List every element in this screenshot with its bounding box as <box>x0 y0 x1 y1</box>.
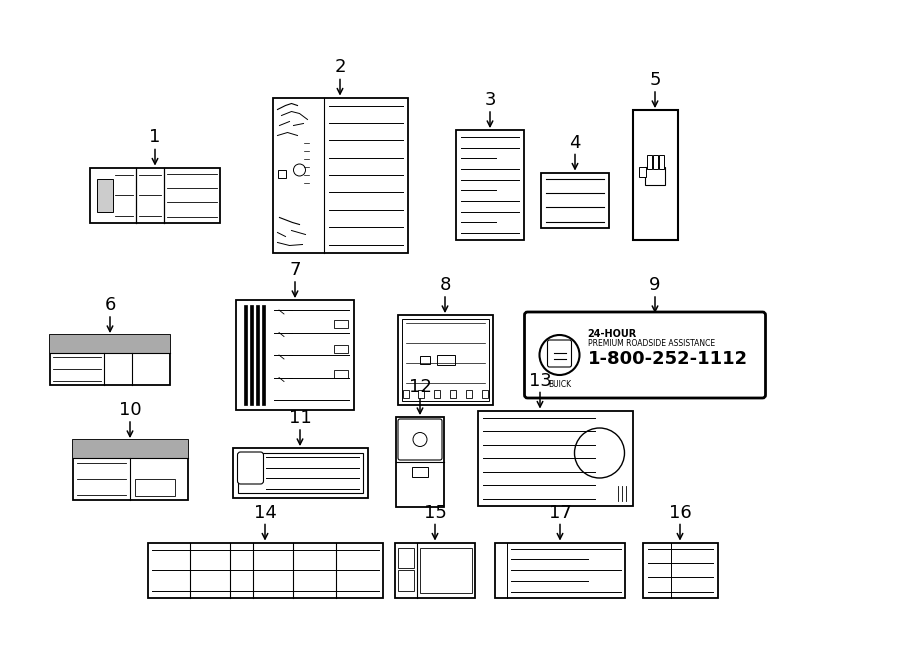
Bar <box>238 453 363 493</box>
Bar <box>495 543 625 598</box>
Bar <box>232 448 367 498</box>
Bar <box>73 440 187 458</box>
Text: PREMIUM ROADSIDE ASSISTANCE: PREMIUM ROADSIDE ASSISTANCE <box>588 339 715 348</box>
FancyBboxPatch shape <box>547 340 572 367</box>
Bar <box>412 467 428 477</box>
Bar <box>456 130 524 240</box>
Text: 11: 11 <box>289 409 311 427</box>
Text: 7: 7 <box>289 261 301 279</box>
Bar <box>482 390 488 398</box>
Bar <box>148 543 382 598</box>
Bar <box>262 305 265 405</box>
Bar <box>653 155 658 169</box>
Bar <box>97 178 112 212</box>
Text: 1-800-252-1112: 1-800-252-1112 <box>588 350 748 368</box>
Bar <box>420 547 472 592</box>
Text: 5: 5 <box>649 71 661 89</box>
Bar <box>398 547 414 568</box>
Text: 6: 6 <box>104 296 116 314</box>
Bar <box>135 479 176 496</box>
Text: 12: 12 <box>409 378 431 396</box>
Bar <box>420 356 430 364</box>
Bar <box>478 410 633 506</box>
Bar <box>90 167 220 223</box>
Bar <box>645 167 665 185</box>
Bar <box>633 110 678 240</box>
Text: 4: 4 <box>569 134 580 151</box>
Bar <box>418 390 424 398</box>
Bar <box>396 417 444 507</box>
FancyBboxPatch shape <box>525 312 766 398</box>
Bar <box>73 440 187 500</box>
Text: 15: 15 <box>424 504 446 522</box>
Text: 16: 16 <box>669 504 691 522</box>
Bar <box>402 390 409 398</box>
Bar <box>395 543 475 598</box>
Text: 9: 9 <box>649 276 661 294</box>
Bar <box>277 170 285 178</box>
Bar <box>236 300 354 410</box>
Bar <box>437 355 455 365</box>
Bar <box>398 570 414 590</box>
Bar <box>244 305 247 405</box>
Text: 1: 1 <box>149 128 161 147</box>
Bar <box>659 155 664 169</box>
Text: 13: 13 <box>528 371 552 389</box>
Text: 24-HOUR: 24-HOUR <box>588 329 637 339</box>
Bar <box>398 315 492 405</box>
Bar <box>334 345 348 353</box>
Bar <box>50 335 170 352</box>
Bar <box>647 155 652 169</box>
Bar <box>541 173 609 227</box>
Bar <box>450 390 456 398</box>
Bar <box>434 390 440 398</box>
Bar <box>465 390 472 398</box>
Bar <box>334 370 348 378</box>
Text: 10: 10 <box>119 401 141 419</box>
Text: 3: 3 <box>484 91 496 109</box>
FancyBboxPatch shape <box>238 452 264 484</box>
Text: 2: 2 <box>334 59 346 77</box>
Text: 14: 14 <box>254 504 276 522</box>
Bar <box>256 305 259 405</box>
Bar <box>50 335 170 385</box>
Bar <box>643 543 717 598</box>
Bar <box>334 320 348 328</box>
Bar <box>401 319 489 401</box>
FancyBboxPatch shape <box>398 419 442 460</box>
Text: BUICK: BUICK <box>548 380 572 389</box>
Bar <box>250 305 253 405</box>
Bar <box>273 98 408 253</box>
Bar <box>639 167 646 177</box>
Text: 17: 17 <box>549 504 572 522</box>
Text: 8: 8 <box>439 276 451 294</box>
